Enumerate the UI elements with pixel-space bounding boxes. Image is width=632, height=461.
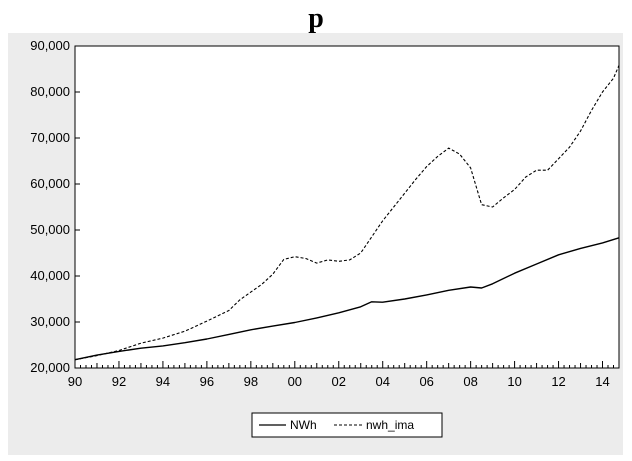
x-tick-label: 10 bbox=[507, 374, 521, 389]
plot-area bbox=[74, 45, 620, 369]
x-tick-label: 00 bbox=[288, 374, 302, 389]
y-tick-label: 20,000 bbox=[30, 360, 70, 375]
x-tick-label: 96 bbox=[200, 374, 214, 389]
x-axis: 90 92 94 96 98 00 02 04 06 08 10 12 14 bbox=[68, 361, 620, 389]
x-tick-label: 98 bbox=[244, 374, 258, 389]
x-tick-label: 02 bbox=[332, 374, 346, 389]
x-tick-label: 90 bbox=[68, 374, 82, 389]
series-line-nwh-ima bbox=[74, 65, 620, 361]
y-axis: 20,000 30,000 40,000 50,000 60,000 70,000 80,0… bbox=[30, 38, 80, 375]
y-tick-label: 60,000 bbox=[30, 176, 70, 191]
legend-label-nwh-ima: nwh_ima bbox=[366, 418, 414, 432]
y-tick-label: 40,000 bbox=[30, 268, 70, 283]
x-tick-label: 14 bbox=[595, 374, 609, 389]
x-tick-label: 92 bbox=[112, 374, 126, 389]
y-tick-label: 80,000 bbox=[30, 84, 70, 99]
y-tick-label: 50,000 bbox=[30, 222, 70, 237]
chart-title: p bbox=[308, 3, 324, 34]
x-tick-label: 94 bbox=[156, 374, 170, 389]
y-tick-label: 70,000 bbox=[30, 130, 70, 145]
x-tick-label: 06 bbox=[419, 374, 433, 389]
y-tick-label: 30,000 bbox=[30, 314, 70, 329]
legend: NWh nwh_ima bbox=[251, 412, 443, 438]
y-tick-label: 90,000 bbox=[30, 38, 70, 53]
series-line-nwh bbox=[74, 237, 620, 361]
x-tick-label: 08 bbox=[463, 374, 477, 389]
legend-label-nwh: NWh bbox=[290, 418, 317, 432]
x-tick-label: 04 bbox=[375, 374, 389, 389]
x-tick-label: 12 bbox=[551, 374, 565, 389]
series-layer bbox=[74, 65, 620, 361]
